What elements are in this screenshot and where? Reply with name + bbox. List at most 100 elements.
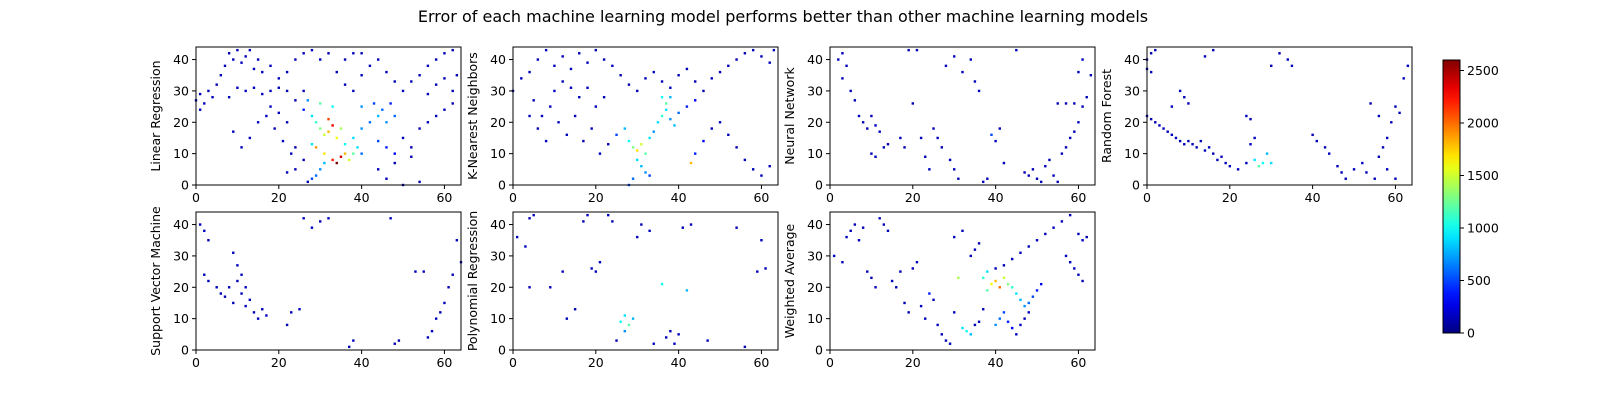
data-point bbox=[410, 146, 413, 149]
y-tick-label: 20 bbox=[1124, 115, 1140, 130]
data-point bbox=[1183, 95, 1186, 99]
data-point bbox=[310, 143, 314, 146]
data-point bbox=[1056, 180, 1059, 184]
data-point bbox=[1044, 232, 1047, 236]
data-point bbox=[890, 279, 894, 283]
data-point bbox=[339, 127, 343, 130]
data-point bbox=[1039, 180, 1043, 184]
data-point bbox=[1149, 52, 1153, 55]
data-point bbox=[969, 254, 972, 258]
data-point bbox=[302, 52, 305, 55]
data-point bbox=[314, 174, 318, 177]
data-point bbox=[677, 111, 680, 115]
data-point bbox=[565, 317, 569, 320]
data-point bbox=[1010, 286, 1014, 289]
data-point bbox=[953, 55, 956, 58]
data-point bbox=[1149, 117, 1153, 121]
data-point bbox=[381, 108, 384, 111]
data-point bbox=[561, 80, 564, 83]
data-point bbox=[986, 177, 989, 180]
data-point bbox=[882, 146, 886, 149]
data-point bbox=[994, 267, 997, 270]
data-point bbox=[227, 52, 231, 55]
data-point bbox=[861, 121, 865, 124]
data-point bbox=[1220, 155, 1223, 158]
data-point bbox=[986, 289, 989, 292]
data-point bbox=[623, 329, 626, 333]
data-point bbox=[1191, 143, 1194, 146]
x-tick-label: 60 bbox=[753, 190, 769, 205]
data-point bbox=[434, 58, 438, 61]
data-point bbox=[393, 80, 396, 83]
data-point bbox=[443, 77, 446, 80]
data-point bbox=[1245, 114, 1248, 118]
data-point bbox=[376, 168, 380, 171]
data-point bbox=[314, 121, 318, 124]
data-point bbox=[294, 58, 297, 61]
data-point bbox=[443, 52, 446, 55]
data-point bbox=[1352, 168, 1356, 171]
data-point bbox=[936, 323, 939, 327]
y-tick-label: 30 bbox=[490, 248, 506, 263]
x-tick-label: 20 bbox=[271, 355, 287, 370]
data-point bbox=[232, 251, 235, 254]
x-tick-label: 0 bbox=[826, 355, 834, 370]
x-tick-label: 60 bbox=[1070, 190, 1086, 205]
data-point bbox=[685, 67, 689, 71]
y-tick-label: 0 bbox=[181, 178, 189, 193]
data-point bbox=[743, 52, 747, 55]
y-tick-label: 40 bbox=[173, 217, 189, 232]
y-tick-label: 40 bbox=[807, 52, 823, 67]
data-point bbox=[1162, 127, 1165, 130]
data-point bbox=[418, 180, 421, 184]
data-point bbox=[1373, 177, 1376, 180]
data-point bbox=[549, 286, 552, 289]
data-point bbox=[953, 235, 956, 239]
data-point bbox=[631, 177, 635, 180]
data-point bbox=[582, 220, 585, 223]
data-point bbox=[998, 317, 1001, 320]
data-point bbox=[644, 171, 647, 174]
data-point bbox=[882, 223, 886, 226]
data-point bbox=[631, 146, 635, 149]
y-axis-label: Support Vector Machine bbox=[148, 206, 163, 356]
data-point bbox=[895, 286, 898, 289]
data-point bbox=[1253, 136, 1256, 140]
data-point bbox=[434, 317, 438, 320]
data-point bbox=[940, 333, 943, 336]
data-point bbox=[1027, 311, 1030, 314]
subplot-grid: 0 20 40 60 0 10 20 30 40 Linear Regression 0 20 40 60… bbox=[148, 46, 1413, 370]
data-point bbox=[520, 77, 523, 80]
x-tick-label: 60 bbox=[436, 355, 452, 370]
data-point bbox=[1265, 152, 1269, 155]
data-point bbox=[928, 292, 931, 295]
data-point bbox=[982, 180, 985, 184]
x-tick-label: 0 bbox=[826, 190, 834, 205]
data-point bbox=[743, 345, 747, 349]
data-point bbox=[1207, 146, 1211, 149]
data-point bbox=[1073, 267, 1076, 270]
data-point bbox=[586, 61, 589, 64]
data-point bbox=[907, 311, 910, 314]
data-point bbox=[932, 298, 935, 302]
data-point bbox=[573, 308, 577, 311]
data-point bbox=[211, 95, 214, 99]
data-point bbox=[1183, 143, 1186, 146]
data-point bbox=[451, 102, 454, 105]
subplot-1: 0 20 40 60 0 10 20 30 40 Linear Regression bbox=[148, 46, 462, 205]
data-point bbox=[751, 168, 755, 171]
data-point bbox=[1365, 171, 1368, 174]
data-point bbox=[298, 308, 301, 311]
subplot-3: 0 20 40 60 0 10 20 30 40 Neural Network bbox=[782, 46, 1096, 205]
data-point bbox=[372, 102, 376, 105]
data-point bbox=[623, 127, 626, 130]
x-tick-label: 60 bbox=[1387, 190, 1403, 205]
x-tick-label: 40 bbox=[671, 355, 687, 370]
data-point bbox=[1398, 111, 1401, 115]
y-axis-label: Polynomial Regression bbox=[465, 211, 480, 351]
data-point bbox=[948, 342, 952, 345]
data-point bbox=[1278, 52, 1281, 55]
data-point bbox=[990, 282, 993, 286]
data-point bbox=[352, 152, 355, 155]
data-point bbox=[1212, 152, 1215, 155]
